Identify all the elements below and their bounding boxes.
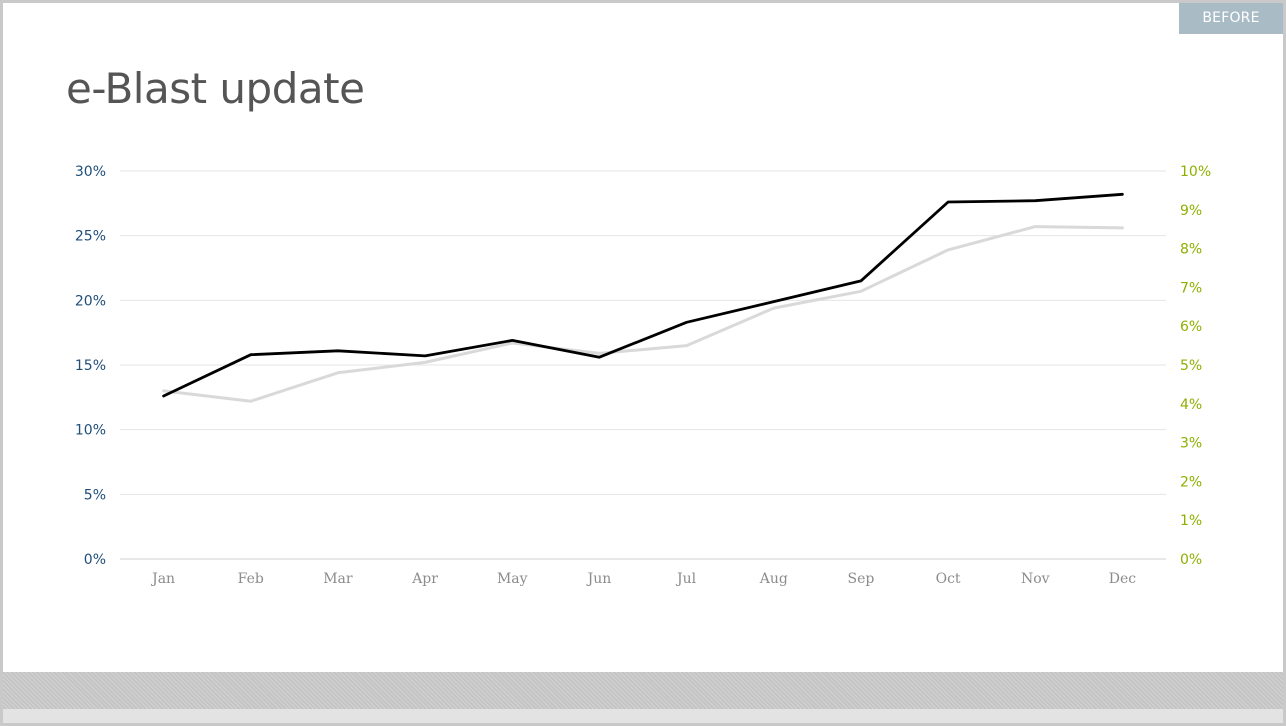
y-left-tick-label: 25% bbox=[75, 229, 106, 245]
x-tick-label: Feb bbox=[238, 571, 264, 587]
series-line-1 bbox=[162, 225, 1124, 403]
y-left-tick-label: 20% bbox=[75, 293, 106, 309]
x-tick-label: Oct bbox=[936, 571, 961, 587]
y-right-tick-label: 6% bbox=[1180, 319, 1202, 335]
y-left-tick-label: 30% bbox=[75, 164, 106, 180]
slide-title: e-Blast update bbox=[66, 64, 365, 113]
y-left-tick-label: 15% bbox=[75, 358, 106, 374]
series-lines bbox=[162, 192, 1124, 403]
y-left-tick-label: 0% bbox=[84, 552, 106, 568]
y-right-tick-label: 8% bbox=[1180, 242, 1202, 258]
x-tick-label: Sep bbox=[847, 571, 874, 587]
x-tick-label: Aug bbox=[759, 571, 788, 587]
before-badge: BEFORE bbox=[1179, 3, 1283, 34]
y-right-tick-label: 3% bbox=[1180, 436, 1202, 452]
slide-canvas bbox=[3, 3, 1283, 672]
footer-band bbox=[3, 672, 1283, 709]
y-right-tick-label: 7% bbox=[1180, 280, 1202, 296]
series-line-2 bbox=[162, 192, 1124, 398]
y-right-tick-label: 2% bbox=[1180, 474, 1202, 490]
x-tick-label: Jul bbox=[675, 571, 697, 587]
x-tick-label: Jan bbox=[150, 571, 175, 587]
y-right-tick-label: 5% bbox=[1180, 358, 1202, 374]
y-right-tick-label: 1% bbox=[1180, 513, 1202, 529]
y-axis-right: 0% 1% 2% 3% 4% 5% 6% 7% 8% 9% 10% bbox=[1180, 164, 1211, 568]
x-tick-label: Mar bbox=[323, 571, 353, 587]
y-axis-left: 0% 5% 10% 15% 20% 25% 30% bbox=[75, 164, 106, 568]
gridlines bbox=[120, 170, 1166, 560]
footer-strip bbox=[3, 709, 1283, 723]
x-tick-label: Dec bbox=[1109, 571, 1137, 587]
y-left-tick-label: 10% bbox=[75, 423, 106, 439]
x-tick-label: Nov bbox=[1021, 571, 1050, 587]
y-right-tick-label: 10% bbox=[1180, 164, 1211, 180]
y-right-tick-label: 4% bbox=[1180, 397, 1202, 413]
y-right-tick-label: 0% bbox=[1180, 552, 1202, 568]
x-tick-label: May bbox=[497, 571, 528, 587]
x-tick-label: Apr bbox=[411, 571, 438, 587]
y-right-tick-label: 9% bbox=[1180, 203, 1202, 219]
y-left-tick-label: 5% bbox=[84, 487, 106, 503]
x-axis: Jan Feb Mar Apr May Jun Jul Aug Sep Oct Nov Dec bbox=[150, 571, 1136, 587]
x-tick-label: Jun bbox=[586, 571, 612, 587]
